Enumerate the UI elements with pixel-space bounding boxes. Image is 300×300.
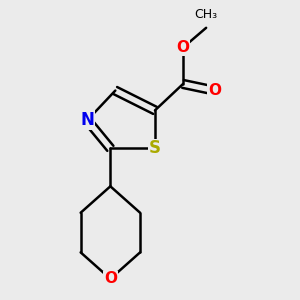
- Text: N: N: [80, 111, 94, 129]
- Text: CH₃: CH₃: [195, 8, 218, 21]
- Text: O: O: [176, 40, 190, 55]
- Text: O: O: [104, 271, 117, 286]
- Text: O: O: [208, 83, 221, 98]
- Text: S: S: [149, 139, 161, 157]
